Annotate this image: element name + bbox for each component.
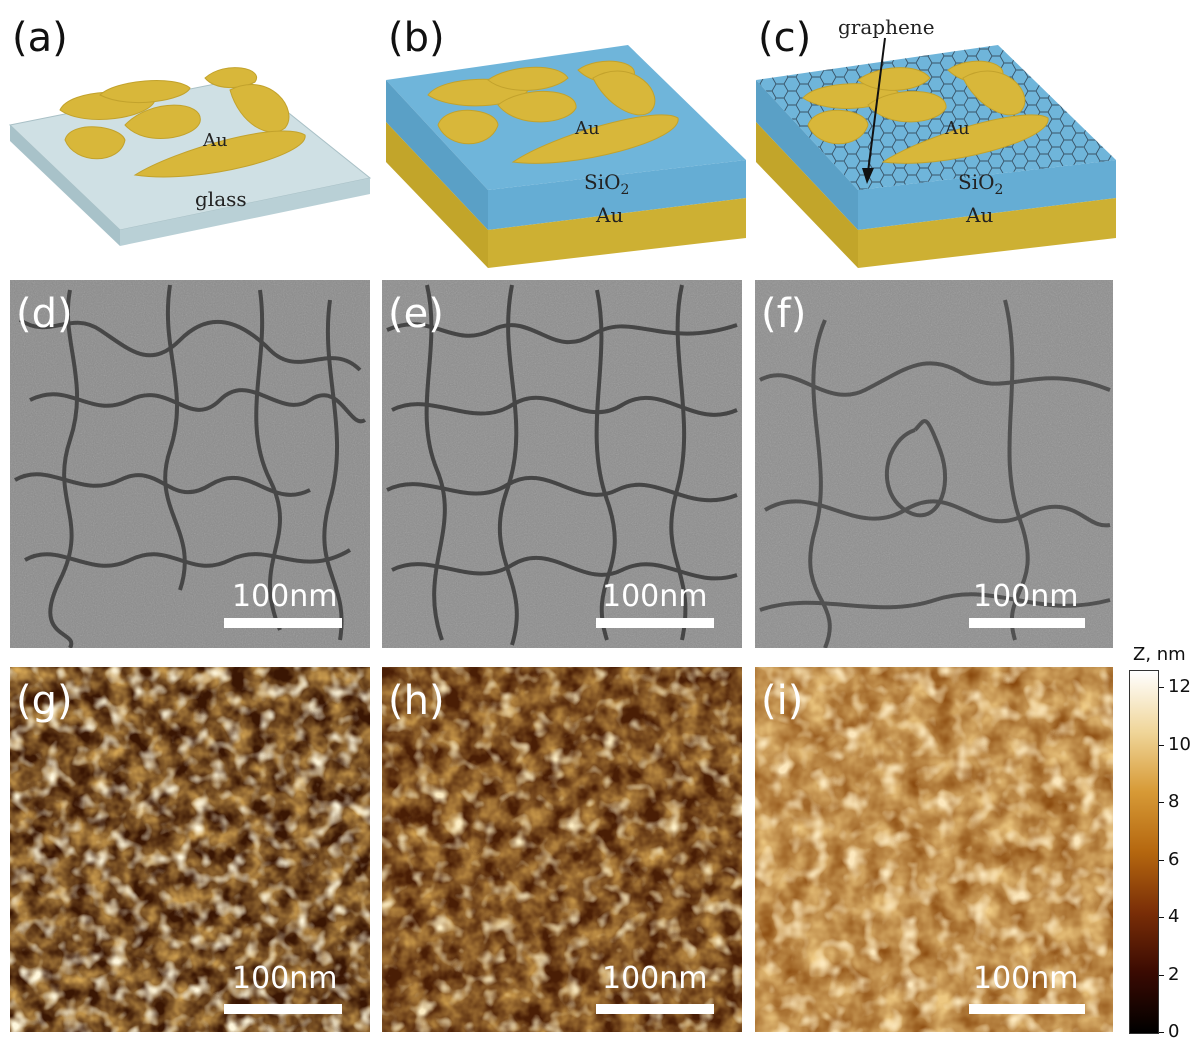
sem-image-e: (e) 100nm [382, 280, 742, 648]
colorbar-tickmark [1159, 917, 1164, 919]
colorbar-tick-label: 2 [1168, 963, 1180, 985]
scalebar-f [969, 618, 1085, 628]
au-mirror-label-b: Au [596, 203, 624, 227]
schematic-b [386, 45, 746, 268]
scalebar-label-i: 100nm [973, 961, 1079, 996]
colorbar-tick-label: 12 [1168, 676, 1191, 698]
colorbar-tick-label: 8 [1168, 791, 1180, 813]
colorbar-tickmark [1159, 802, 1164, 804]
glass-left-face [10, 125, 120, 246]
au-mirror-label-c: Au [966, 203, 994, 227]
colorbar-tick-label: 10 [1168, 733, 1191, 755]
sem-image-d: (d) 100nm [10, 280, 370, 648]
scalebar-label-h: 100nm [602, 961, 708, 996]
sio2-sub-b: 2 [620, 182, 630, 198]
colorbar-tickmark [1159, 859, 1164, 861]
sio2-sub-c: 2 [994, 182, 1004, 198]
schematic-c [756, 37, 1116, 268]
sio2-right-face [488, 160, 746, 230]
graphene-lattice [756, 45, 1116, 190]
scalebar-g [224, 1004, 342, 1014]
colorbar-tick-label: 6 [1168, 848, 1180, 870]
panel-f-label: (f) [761, 291, 807, 337]
glass-label: glass [195, 187, 247, 211]
scalebar-h [596, 1004, 714, 1014]
sio2-label-c: SiO2 [958, 170, 1003, 198]
scalebar-label-d: 100nm [232, 579, 338, 614]
scalebar-d [224, 618, 342, 628]
glass-right-face [120, 178, 370, 246]
panel-g-label: (g) [16, 678, 73, 724]
colorbar-tickmark [1159, 687, 1164, 689]
scalebar-i [969, 1004, 1085, 1014]
scalebar-e [596, 618, 714, 628]
afm-image-i: (i) 100nm [755, 667, 1113, 1032]
graphene-arrowhead [862, 168, 874, 184]
colorbar-tick-label: 4 [1168, 906, 1180, 928]
scalebar-label-g: 100nm [232, 961, 338, 996]
au-mirror-right-face-c [858, 198, 1116, 268]
scalebar-label-f: 100nm [973, 579, 1079, 614]
afm-image-g: (g) 100nm [10, 667, 370, 1032]
panel-c-label: (c) [758, 15, 812, 61]
afm-image-h: (h) 100nm [382, 667, 742, 1032]
panel-b-label: (b) [388, 15, 445, 61]
au-particles-a [59, 67, 306, 178]
sio2-text-c: SiO [958, 170, 995, 194]
sio2-right-face-c [858, 160, 1116, 230]
au-particle-label-b: Au [575, 118, 600, 139]
sio2-left-face [386, 80, 488, 230]
au-mirror-right-face [488, 198, 746, 268]
panel-a: (a) Au glass [0, 0, 380, 270]
sio2-label-b: SiO2 [584, 170, 629, 198]
colorbar-tickmark [1159, 1032, 1164, 1033]
colorbar-title: Z, nm [1133, 644, 1186, 665]
au-particles-c [802, 60, 1049, 164]
au-particle-label-c: Au [945, 118, 970, 139]
sem-image-f: (f) 100nm [755, 280, 1113, 648]
au-mirror-left-face [386, 122, 488, 268]
panel-h-label: (h) [388, 678, 445, 724]
colorbar-tickmark [1159, 974, 1164, 976]
au-label-a: Au [203, 130, 228, 151]
panel-d-label: (d) [16, 291, 73, 337]
panel-a-label: (a) [12, 15, 68, 61]
sio2-text-b: SiO [584, 170, 621, 194]
colorbar-gradient [1129, 670, 1159, 1034]
graphene-label: graphene [838, 15, 935, 39]
panel-b: (b) Au SiO2 Au [378, 0, 758, 270]
sio2-left-face-c [756, 80, 858, 230]
graphene-arrow [867, 37, 886, 173]
colorbar-tick-label: 0 [1168, 1021, 1180, 1042]
au-mirror-left-face-c [756, 122, 858, 268]
panel-i-label: (i) [761, 678, 804, 724]
schematic-a [8, 67, 372, 246]
panel-c: (c) graphene Au SiO2 Au [748, 0, 1128, 270]
colorbar-tickmark [1159, 744, 1164, 746]
panel-e-label: (e) [388, 291, 444, 337]
au-particles-b [427, 60, 679, 164]
colorbar: Z, nm 12 10 8 6 4 2 0 [1128, 644, 1200, 1044]
scalebar-label-e: 100nm [602, 579, 708, 614]
